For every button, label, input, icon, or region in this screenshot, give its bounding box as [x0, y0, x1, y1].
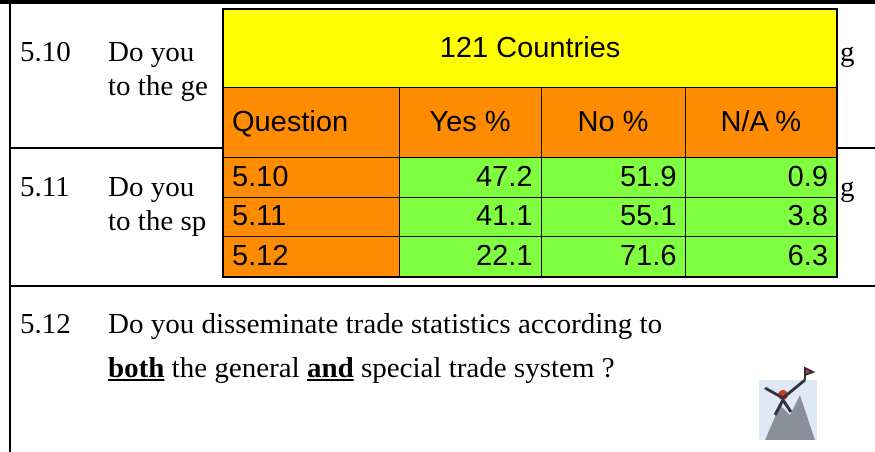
row-label: 5.12 — [223, 237, 399, 277]
question-text: both the general and special trade syste… — [108, 354, 615, 383]
question-text: Do you disseminate trade statistics acco… — [108, 310, 662, 339]
cell: 3.8 — [685, 197, 837, 237]
clipart-icon — [745, 360, 820, 442]
slide: 5.10 Do you to the ge g 5.11 Do you to t… — [0, 0, 875, 452]
cell: 55.1 — [541, 197, 685, 237]
cell: 6.3 — [685, 237, 837, 277]
text-segment: the general — [164, 352, 307, 384]
question-number: 5.11 — [20, 173, 70, 202]
top-border — [0, 0, 875, 4]
question-text: Do you — [108, 173, 194, 202]
question-number: 5.10 — [20, 38, 71, 67]
table-title: 121 Countries — [223, 9, 837, 88]
column-header: N/A % — [685, 88, 837, 158]
cell: 41.1 — [399, 197, 541, 237]
question-text: Do you — [108, 38, 194, 67]
row-label: 5.11 — [223, 197, 399, 237]
row-label: 5.10 — [223, 158, 399, 198]
cell: 51.9 — [541, 158, 685, 198]
question-text: to the sp — [108, 207, 206, 236]
left-border — [9, 0, 11, 452]
emphasis: and — [307, 352, 354, 384]
cell: 47.2 — [399, 158, 541, 198]
cell: 22.1 — [399, 237, 541, 277]
column-header: No % — [541, 88, 685, 158]
question-text: to the ge — [108, 72, 208, 101]
column-header: Question — [223, 88, 399, 158]
question-text: g — [840, 173, 855, 202]
question-number: 5.12 — [20, 310, 71, 339]
text-segment: special trade system ? — [354, 352, 615, 384]
emphasis: both — [108, 352, 164, 384]
question-text: g — [840, 38, 855, 67]
column-header: Yes % — [399, 88, 541, 158]
cell: 71.6 — [541, 237, 685, 277]
cell: 0.9 — [685, 158, 837, 198]
row-divider — [10, 285, 875, 287]
